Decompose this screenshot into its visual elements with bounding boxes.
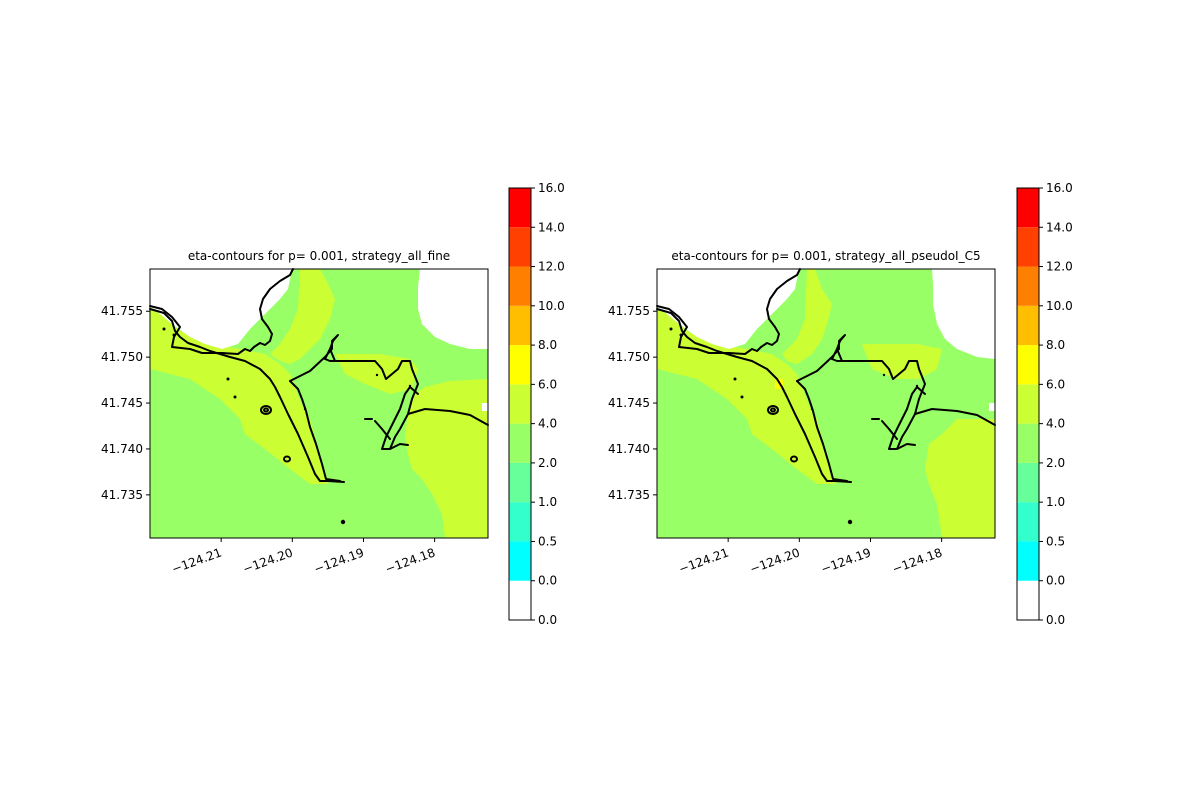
x-tick-label: −124.19 <box>312 545 366 576</box>
x-tick-label: −124.20 <box>241 545 295 576</box>
colorbar-tick-label: 0.0 <box>1046 613 1065 627</box>
island-dots <box>162 327 412 525</box>
colorbar-tick-label: 10.0 <box>1046 299 1073 313</box>
y-tick-label: 41.745 <box>101 396 143 410</box>
panel-title: eta-contours for p= 0.001, strategy_all_… <box>188 249 450 263</box>
map-panel-strategy-all-fine: eta-contours for p= 0.001, strategy_all_… <box>101 249 489 576</box>
colorbar-frame <box>508 187 532 621</box>
map-panel-strategy-all-pseudoi-c5: eta-contours for p= 0.001, strategy_all_… <box>608 249 996 576</box>
level-band-4-6-mid <box>862 344 942 379</box>
colorbar-segment <box>1017 188 1039 228</box>
colorbar-segment <box>509 305 531 346</box>
colorbar-segment <box>509 227 531 267</box>
y-tick-label: 41.745 <box>608 396 650 410</box>
colorbar-tick-label: 10.0 <box>538 299 565 313</box>
y-tick-label: 41.755 <box>101 304 143 318</box>
colorbar-tick-label: 2.0 <box>1046 456 1065 470</box>
level-band-4-6-inland <box>925 419 995 538</box>
colorbar-tick-label: 1.0 <box>1046 495 1065 509</box>
contour-fill <box>150 269 488 538</box>
colorbar-tick-label: 1.0 <box>538 495 557 509</box>
level-band-4-6-upper <box>270 269 335 364</box>
y-tick-label: 41.750 <box>608 350 650 364</box>
colorbar-segment <box>509 580 531 620</box>
colorbar-tick-label: 8.0 <box>538 338 557 352</box>
colorbar-tick-label: 0.0 <box>1046 574 1065 588</box>
colorbar-segment <box>509 266 531 306</box>
colorbar-segment <box>1017 580 1039 620</box>
x-axis: −124.21 −124.20 −124.19 −124.18 <box>170 538 437 576</box>
y-axis: 41.735 41.740 41.745 41.750 41.755 <box>608 304 657 502</box>
colorbar-tick-label: 6.0 <box>538 377 557 391</box>
colorbar-tick-label: 16.0 <box>538 181 565 195</box>
no-data-land <box>657 269 799 349</box>
y-tick-label: 41.735 <box>608 488 650 502</box>
colorbar-tick-label: 0.5 <box>538 534 557 548</box>
colorbar-segment <box>509 423 531 463</box>
colorbar-tick-label: 12.0 <box>538 260 565 274</box>
colorbar-right: 0.0 0.0 0.5 1.0 2.0 4.0 6.0 8.0 10.0 12.0 14.0 16.0 <box>1016 181 1073 627</box>
level-band-4-6-upper <box>782 269 832 364</box>
colorbar-tick-label: 4.0 <box>538 417 557 431</box>
colorbar-segment <box>1017 345 1039 385</box>
colorbar-left: 0.0 0.0 0.5 1.0 2.0 4.0 6.0 8.0 10.0 12.0 14.0 16.0 <box>508 181 565 627</box>
x-tick-label: −124.19 <box>819 545 873 576</box>
colorbar-tick-label: 8.0 <box>1046 338 1065 352</box>
colorbar-tick-label: 0.0 <box>538 574 557 588</box>
colorbar-segment <box>509 345 531 385</box>
colorbar-tick-label: 2.0 <box>538 456 557 470</box>
colorbar-segment <box>509 188 531 228</box>
x-axis: −124.21 −124.20 −124.19 −124.18 <box>677 538 944 576</box>
no-data-land <box>150 269 292 349</box>
coastline <box>656 268 996 483</box>
y-tick-label: 41.735 <box>101 488 143 502</box>
colorbar-tick-label: 6.0 <box>1046 377 1065 391</box>
contour-fill <box>657 269 995 538</box>
colorbar-segment <box>1017 266 1039 306</box>
y-tick-label: 41.740 <box>608 442 650 456</box>
x-tick-label: −124.18 <box>890 545 944 576</box>
y-axis: 41.735 41.740 41.745 41.750 41.755 <box>101 304 150 502</box>
colorbar-segment <box>1017 502 1039 542</box>
colorbar-segment <box>1017 384 1039 424</box>
colorbar-tick-label: 14.0 <box>1046 220 1073 234</box>
x-tick-label: −124.21 <box>170 545 224 576</box>
colorbar-segment <box>1017 462 1039 503</box>
colorbar-tick-label: 0.0 <box>538 613 557 627</box>
y-tick-label: 41.740 <box>101 442 143 456</box>
colorbar-tick-label: 0.5 <box>1046 534 1065 548</box>
level-band-4-6-inland <box>405 379 488 538</box>
no-data-edge <box>482 403 488 411</box>
colorbar-tick-label: 14.0 <box>538 220 565 234</box>
no-data-edge <box>989 403 995 411</box>
x-tick-label: −124.21 <box>677 545 731 576</box>
colorbar-segment <box>1017 423 1039 463</box>
colorbar-frame <box>1016 187 1040 621</box>
colorbar-segment <box>509 384 531 424</box>
no-data-land-right <box>932 269 995 359</box>
level-band-4-6-coast <box>150 309 328 484</box>
x-tick-label: −124.18 <box>383 545 437 576</box>
colorbar-tick-label: 4.0 <box>1046 417 1065 431</box>
colorbar-segment <box>509 541 531 581</box>
y-tick-label: 41.750 <box>101 350 143 364</box>
no-data-land-right <box>418 269 488 349</box>
coastline <box>149 268 489 483</box>
y-tick-label: 41.755 <box>608 304 650 318</box>
colorbar-tick-label: 12.0 <box>1046 260 1073 274</box>
level-band-4-6-coast <box>657 309 835 484</box>
colorbar-segment <box>1017 541 1039 581</box>
colorbar-tick-label: 16.0 <box>1046 181 1073 195</box>
x-tick-label: −124.20 <box>748 545 802 576</box>
colorbar-segment <box>509 502 531 542</box>
colorbar-segment <box>1017 227 1039 267</box>
island-dots <box>669 327 919 525</box>
panel-title: eta-contours for p= 0.001, strategy_all_… <box>671 249 980 263</box>
colorbar-segment <box>509 462 531 503</box>
colorbar-segment <box>1017 305 1039 346</box>
